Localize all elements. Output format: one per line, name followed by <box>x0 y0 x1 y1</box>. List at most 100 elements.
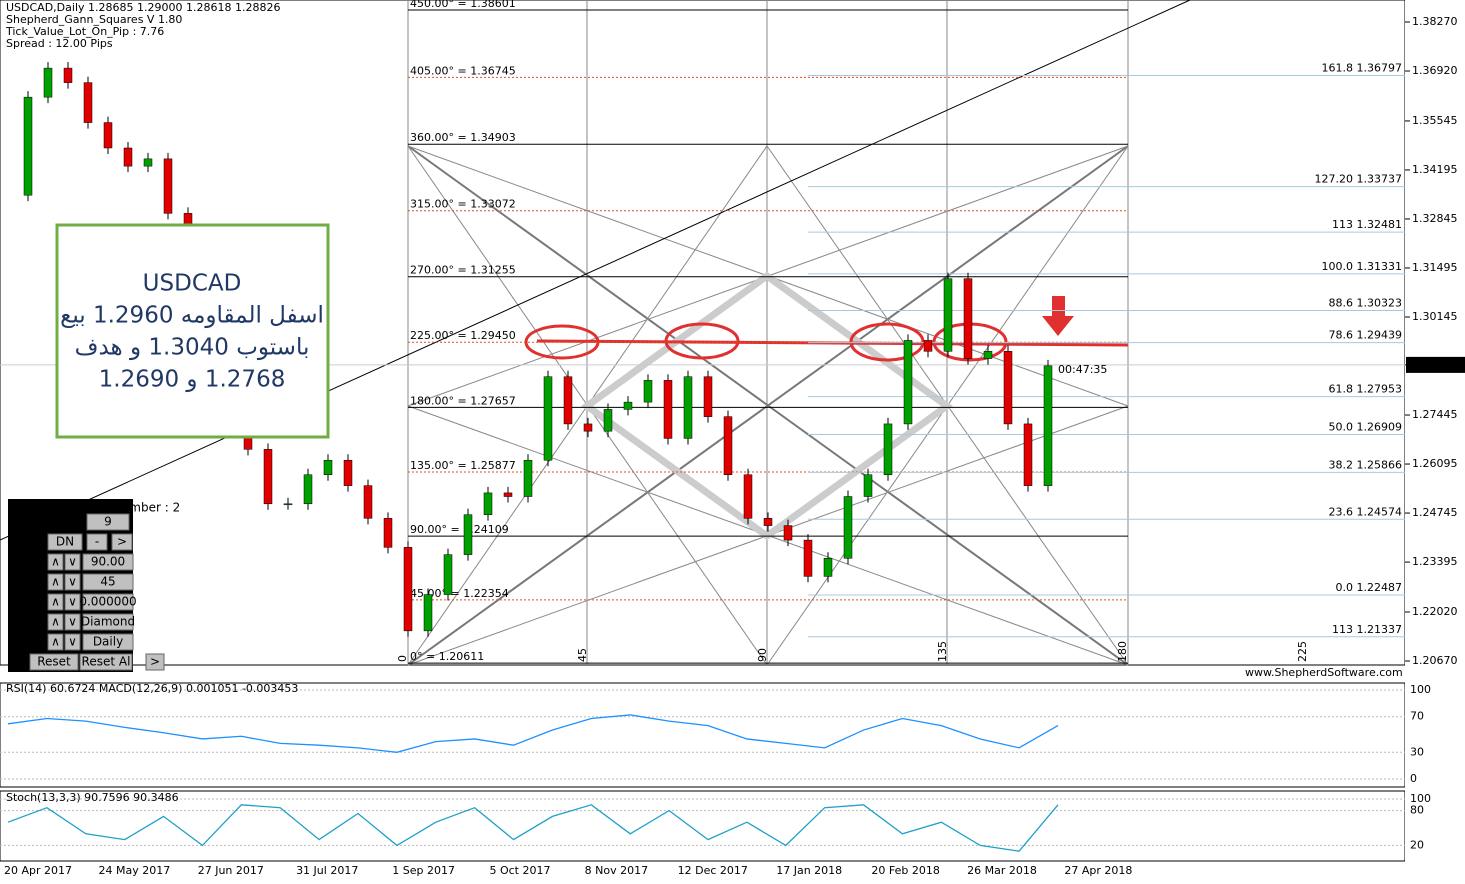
x-tick-label: 27 Apr 2018 <box>1064 864 1132 877</box>
candle-body <box>983 351 993 359</box>
indicator-title: RSI(14) 60.6724 MACD(12,26,9) 0.001051 -… <box>6 682 298 695</box>
panel-button[interactable] <box>64 613 81 631</box>
panel-value[interactable]: ∧ <box>51 555 60 569</box>
panel-button[interactable] <box>82 593 134 611</box>
time-degree: 0 <box>396 655 409 662</box>
stoch-pane <box>0 790 1406 862</box>
panel-value[interactable]: 90.00 <box>91 555 125 569</box>
panel-value[interactable]: 9 <box>104 515 112 529</box>
panel-button[interactable] <box>47 613 64 631</box>
fib-label: 0.0 1.22487 <box>1336 581 1402 594</box>
x-tick-label: 24 May 2017 <box>99 864 171 877</box>
indicator-tick: 20 <box>1410 838 1424 851</box>
panel-value[interactable]: ∧ <box>51 615 60 629</box>
panel-value[interactable]: Reset <box>37 655 71 669</box>
fib-label: 78.6 1.29439 <box>1329 329 1402 342</box>
panel-value[interactable]: ∨ <box>68 595 77 609</box>
panel-button[interactable] <box>64 553 81 571</box>
panel-value[interactable]: ∨ <box>68 575 77 589</box>
panel-label: X <box>12 655 20 669</box>
gann-label: 270.00° = 1.31255 <box>410 264 516 277</box>
panel-button[interactable] <box>82 553 134 571</box>
y-tick-label: 1.20670 <box>1412 654 1458 667</box>
panel-value[interactable]: > <box>150 655 160 669</box>
panel-value[interactable]: - <box>95 535 99 549</box>
panel-value[interactable]: > <box>117 535 127 549</box>
panel-button[interactable] <box>47 553 64 571</box>
panel-value[interactable]: Diamond <box>81 615 135 629</box>
panel-value[interactable]: ∨ <box>68 635 77 649</box>
candle-body <box>383 518 393 548</box>
panel-button[interactable] <box>29 653 79 671</box>
panel-button[interactable] <box>82 573 134 591</box>
panel-button[interactable] <box>145 653 165 671</box>
panel-value[interactable]: Reset Al <box>82 655 131 669</box>
watermark: www.ShepherdSoftware.com <box>1245 666 1403 679</box>
panel-button[interactable] <box>47 573 64 591</box>
panel-label: Frame <box>12 635 49 649</box>
panel-button[interactable] <box>82 633 134 651</box>
gann-label: 225.00° = 1.29450 <box>410 329 516 342</box>
indicator-tick: 0 <box>1410 772 1417 785</box>
gann-label: 45.00° = 1.22354 <box>410 587 509 600</box>
time-degree: 90 <box>756 648 769 662</box>
candle-body <box>743 474 753 519</box>
panel-value[interactable]: DN <box>56 535 74 549</box>
candle-body <box>623 401 633 410</box>
x-tick-label: 31 Jul 2017 <box>296 864 358 877</box>
x-tick-label: 8 Nov 2017 <box>585 864 648 877</box>
y-tick-label: 1.26095 <box>1412 457 1458 470</box>
panel-button[interactable] <box>64 593 81 611</box>
panel-button[interactable] <box>86 533 108 551</box>
candle-body <box>423 594 433 632</box>
panel-value[interactable]: ∧ <box>51 575 60 589</box>
panel-button[interactable] <box>64 633 81 651</box>
panel-button[interactable] <box>111 533 133 551</box>
panel-button[interactable] <box>47 533 83 551</box>
panel-button[interactable] <box>47 633 64 651</box>
gann-label: 315.00° = 1.33072 <box>410 198 516 211</box>
candle-body <box>483 492 493 515</box>
indicator-tick: 30 <box>1410 745 1424 758</box>
x-tick-label: 27 Jun 2017 <box>198 864 264 877</box>
candle-body <box>843 496 853 559</box>
panel-value[interactable]: ∨ <box>68 555 77 569</box>
fib-label: 113 1.21337 <box>1332 623 1402 636</box>
panel-label: Side: <box>12 535 42 549</box>
panel-label: Space <box>12 595 49 609</box>
candle-body <box>323 459 333 475</box>
candle-body <box>943 278 953 352</box>
gann-label: 135.00° = 1.25877 <box>410 459 516 472</box>
candle-body <box>603 409 613 432</box>
panel-button[interactable] <box>86 513 130 531</box>
candle-body <box>303 474 313 505</box>
panel-value[interactable]: 45 <box>100 575 115 589</box>
candle-body <box>963 278 973 359</box>
candle-body <box>583 423 593 432</box>
panel-title: ( H/L ) Vibration_Number : 2 <box>12 501 180 515</box>
fib-label: 88.6 1.30323 <box>1329 297 1402 310</box>
panel-button[interactable] <box>64 573 81 591</box>
indicator-tick: 70 <box>1410 710 1424 723</box>
indicator-tick: 100 <box>1410 683 1431 696</box>
panel-value[interactable]: ∧ <box>51 635 60 649</box>
panel-button[interactable] <box>79 653 133 671</box>
panel-value[interactable]: ∧ <box>51 595 60 609</box>
gann-label: 0° = 1.20611 <box>410 650 484 663</box>
indicator-line <box>7 714 1059 753</box>
panel-value[interactable]: Daily <box>93 635 123 649</box>
gann-label: 360.00° = 1.34903 <box>410 131 516 144</box>
fib-label: 127.20 1.33737 <box>1315 173 1402 186</box>
panel-button[interactable] <box>82 613 134 631</box>
panel-value[interactable]: 0.000000 <box>79 595 136 609</box>
panel-value[interactable]: ∨ <box>68 615 77 629</box>
rsi-pane <box>0 682 1406 788</box>
x-tick-label: 26 Mar 2018 <box>967 864 1037 877</box>
candle-body <box>883 423 893 475</box>
header-line: Spread : 12.00 Pips <box>6 37 113 50</box>
candle-body <box>1003 351 1013 425</box>
panel-button[interactable] <box>47 593 64 611</box>
candle-body <box>703 376 713 417</box>
candle-body <box>163 158 173 214</box>
